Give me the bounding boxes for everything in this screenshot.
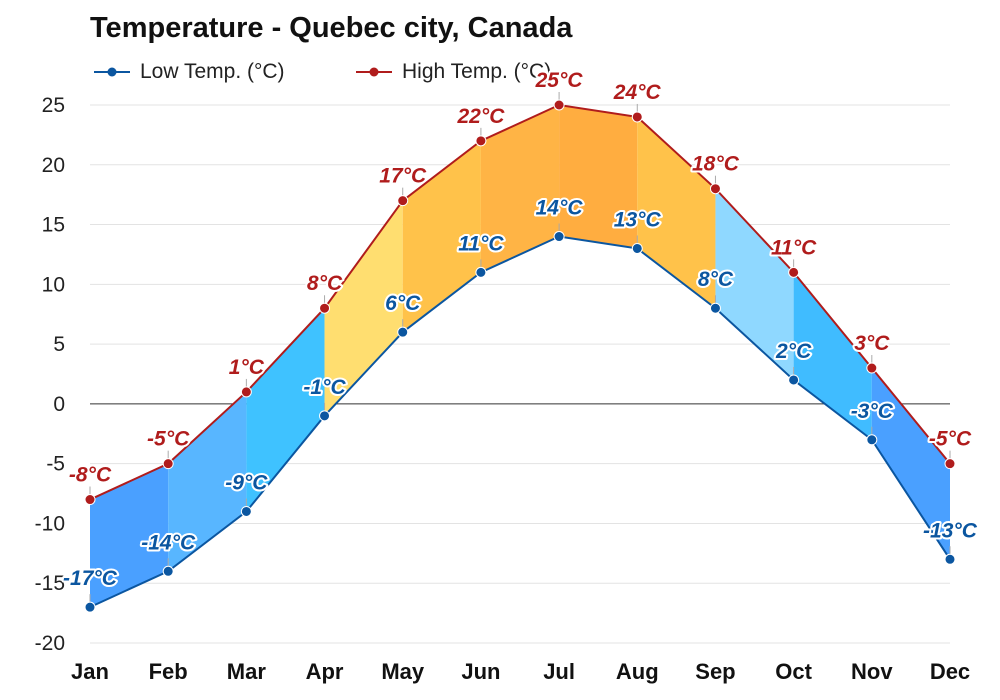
legend-low-marker-icon: [94, 67, 130, 77]
high-point-aug: [631, 111, 643, 123]
range-band-jun: [480, 105, 560, 273]
low-point-jun: [475, 266, 487, 278]
low-data-label: 11°C: [458, 232, 504, 255]
low-data-label: 2°C: [775, 340, 812, 363]
range-band-feb: [168, 391, 247, 572]
high-data-label: 8°C: [307, 272, 343, 295]
x-tick-label: Mar: [227, 659, 267, 684]
low-point-mar: [240, 505, 252, 517]
x-tick-label: Feb: [149, 659, 188, 684]
low-series-line: [89, 235, 951, 609]
high-data-label: 25°C: [535, 69, 584, 92]
low-data-label: 8°C: [698, 268, 734, 291]
range-band-aug: [637, 116, 716, 309]
high-data-label: 17°C: [379, 165, 427, 188]
low-point-may: [397, 326, 409, 338]
x-tick-label: Jun: [461, 659, 500, 684]
x-tick-label: Nov: [851, 659, 893, 684]
low-point-oct: [788, 374, 800, 386]
low-point-apr: [319, 410, 331, 422]
high-point-oct: [788, 266, 800, 278]
range-band-may: [402, 140, 481, 333]
x-tick-label: Jan: [71, 659, 109, 684]
y-tick-label: 20: [42, 154, 65, 177]
legend-high-label: High Temp. (°C): [402, 60, 552, 83]
y-tick-label: -15: [35, 572, 65, 595]
y-tick-label: 15: [42, 214, 65, 237]
high-point-feb: [162, 458, 174, 470]
range-band-jan: [90, 463, 169, 608]
low-data-label: -14°C: [141, 531, 196, 554]
range-band-oct: [793, 272, 872, 440]
y-tick-label: -10: [35, 512, 65, 535]
range-band-jul: [559, 105, 638, 249]
legend-high-marker-icon: [356, 67, 392, 77]
high-point-jun: [475, 135, 487, 147]
low-data-label: -13°C: [923, 519, 978, 542]
low-point-jul: [553, 231, 565, 243]
y-tick-label: 5: [53, 333, 65, 356]
high-data-label: -5°C: [147, 428, 190, 451]
low-point-feb: [162, 565, 174, 577]
x-tick-label: Jul: [543, 659, 575, 684]
range-band-apr: [324, 200, 403, 416]
x-tick-label: Sep: [695, 659, 735, 684]
legend-low-label: Low Temp. (°C): [140, 60, 285, 83]
low-point-aug: [631, 242, 643, 254]
high-data-label: 1°C: [229, 356, 265, 379]
range-band-mar: [246, 308, 325, 512]
low-data-label: 14°C: [536, 197, 584, 220]
low-point-dec: [944, 553, 956, 565]
high-point-may: [397, 195, 409, 207]
chart-title: Temperature - Quebec city, Canada: [90, 12, 573, 44]
low-point-nov: [866, 434, 878, 446]
y-tick-label: 0: [53, 393, 65, 416]
high-point-mar: [240, 386, 252, 398]
high-point-nov: [866, 362, 878, 374]
high-point-jan: [84, 494, 96, 506]
high-data-label: 24°C: [613, 81, 662, 104]
high-data-label: 3°C: [854, 332, 890, 355]
x-tick-label: Oct: [775, 659, 812, 684]
y-tick-label: 25: [42, 94, 65, 117]
range-band-nov: [871, 368, 950, 560]
high-data-label: 11°C: [771, 236, 817, 259]
x-tick-label: May: [381, 659, 425, 684]
x-tick-label: Apr: [306, 659, 344, 684]
y-tick-label: -20: [35, 632, 65, 655]
high-series-line: [89, 103, 951, 501]
y-tick-label: 10: [42, 273, 65, 296]
x-tick-label: Dec: [930, 659, 970, 684]
low-point-jan: [84, 601, 96, 613]
x-tick-label: Aug: [616, 659, 659, 684]
low-data-label: -17°C: [63, 567, 118, 590]
low-data-label: 6°C: [385, 292, 421, 315]
low-data-label: 13°C: [614, 208, 662, 231]
low-data-label: -3°C: [851, 400, 894, 423]
low-data-label: -9°C: [225, 471, 268, 494]
high-data-label: -5°C: [929, 428, 972, 451]
high-point-dec: [944, 458, 956, 470]
high-data-label: 22°C: [456, 105, 505, 128]
high-data-label: 18°C: [692, 153, 740, 176]
high-point-sep: [709, 183, 721, 195]
legend-item-low[interactable]: Low Temp. (°C): [92, 60, 285, 84]
range-band-sep: [715, 188, 794, 380]
high-data-label: -8°C: [69, 464, 112, 487]
y-tick-label: -5: [46, 453, 65, 476]
low-data-label: -1°C: [303, 376, 346, 399]
high-point-apr: [319, 302, 331, 314]
low-point-sep: [709, 302, 721, 314]
legend-item-high[interactable]: High Temp. (°C): [354, 60, 551, 84]
high-point-jul: [553, 99, 565, 111]
